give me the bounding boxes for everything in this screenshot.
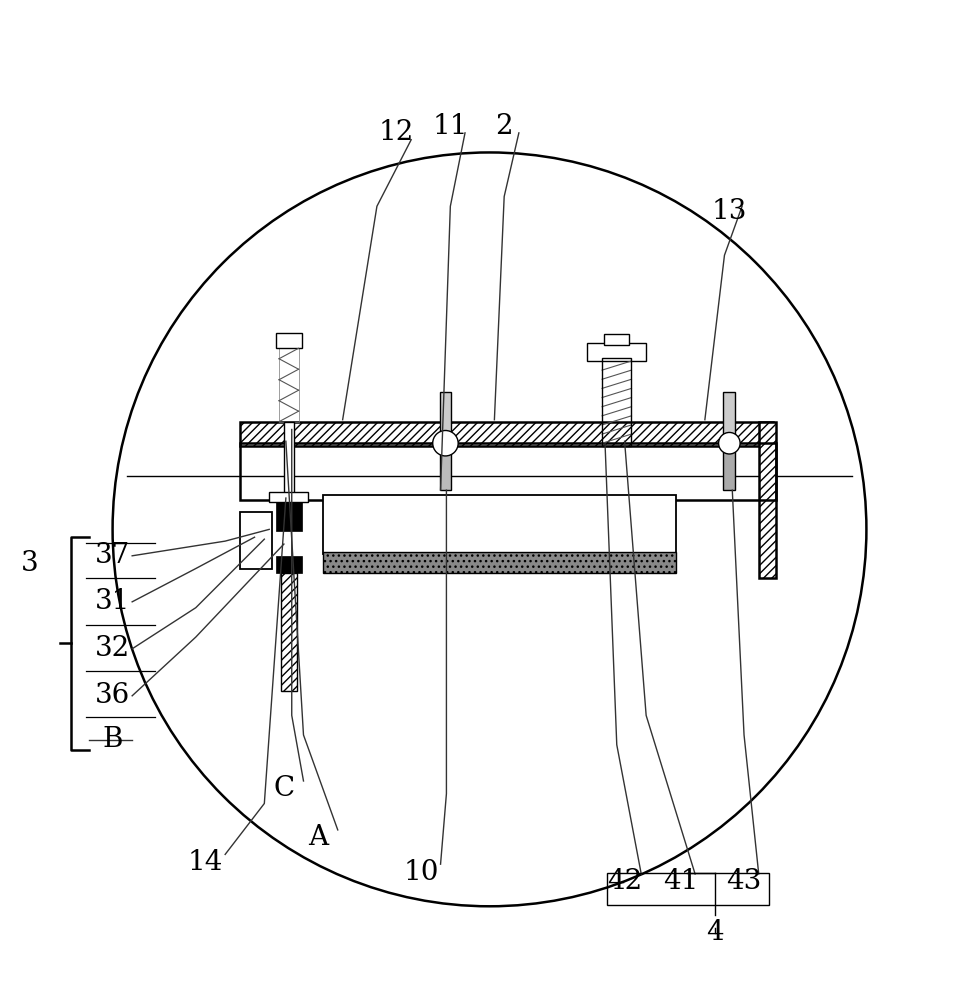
Text: 3: 3	[21, 550, 38, 577]
Text: 10: 10	[403, 859, 438, 886]
Text: 13: 13	[711, 198, 746, 225]
Bar	[276, 333, 301, 348]
Text: 37: 37	[95, 542, 130, 569]
Bar	[240, 512, 272, 569]
Bar	[603, 334, 629, 345]
Circle shape	[432, 430, 458, 456]
Text: 4: 4	[705, 919, 723, 946]
Bar	[723, 392, 734, 446]
Text: 12: 12	[378, 119, 414, 146]
Bar	[439, 443, 451, 490]
Text: B: B	[103, 726, 122, 753]
Text: 41: 41	[662, 868, 697, 895]
Bar	[284, 422, 293, 495]
Bar	[276, 556, 301, 573]
Bar	[269, 492, 308, 502]
Text: C: C	[273, 775, 294, 802]
Bar	[601, 358, 631, 446]
Text: 31: 31	[95, 588, 130, 615]
Bar	[240, 422, 773, 446]
Text: 42: 42	[606, 868, 642, 895]
Bar	[323, 495, 675, 554]
Text: 43: 43	[726, 868, 761, 895]
Bar	[723, 443, 734, 490]
Text: 36: 36	[95, 682, 130, 709]
Bar	[606, 873, 768, 905]
Circle shape	[718, 432, 739, 454]
Text: 2: 2	[495, 113, 512, 140]
Bar	[240, 443, 776, 500]
Bar	[323, 552, 675, 573]
Bar	[279, 348, 298, 422]
Bar	[281, 573, 296, 691]
Bar	[587, 343, 645, 361]
Bar	[276, 502, 301, 531]
Text: 32: 32	[95, 635, 130, 662]
Text: 11: 11	[432, 113, 467, 140]
Bar	[758, 422, 776, 578]
Bar	[439, 392, 451, 446]
Text: 14: 14	[188, 849, 223, 876]
Text: A: A	[308, 824, 328, 851]
